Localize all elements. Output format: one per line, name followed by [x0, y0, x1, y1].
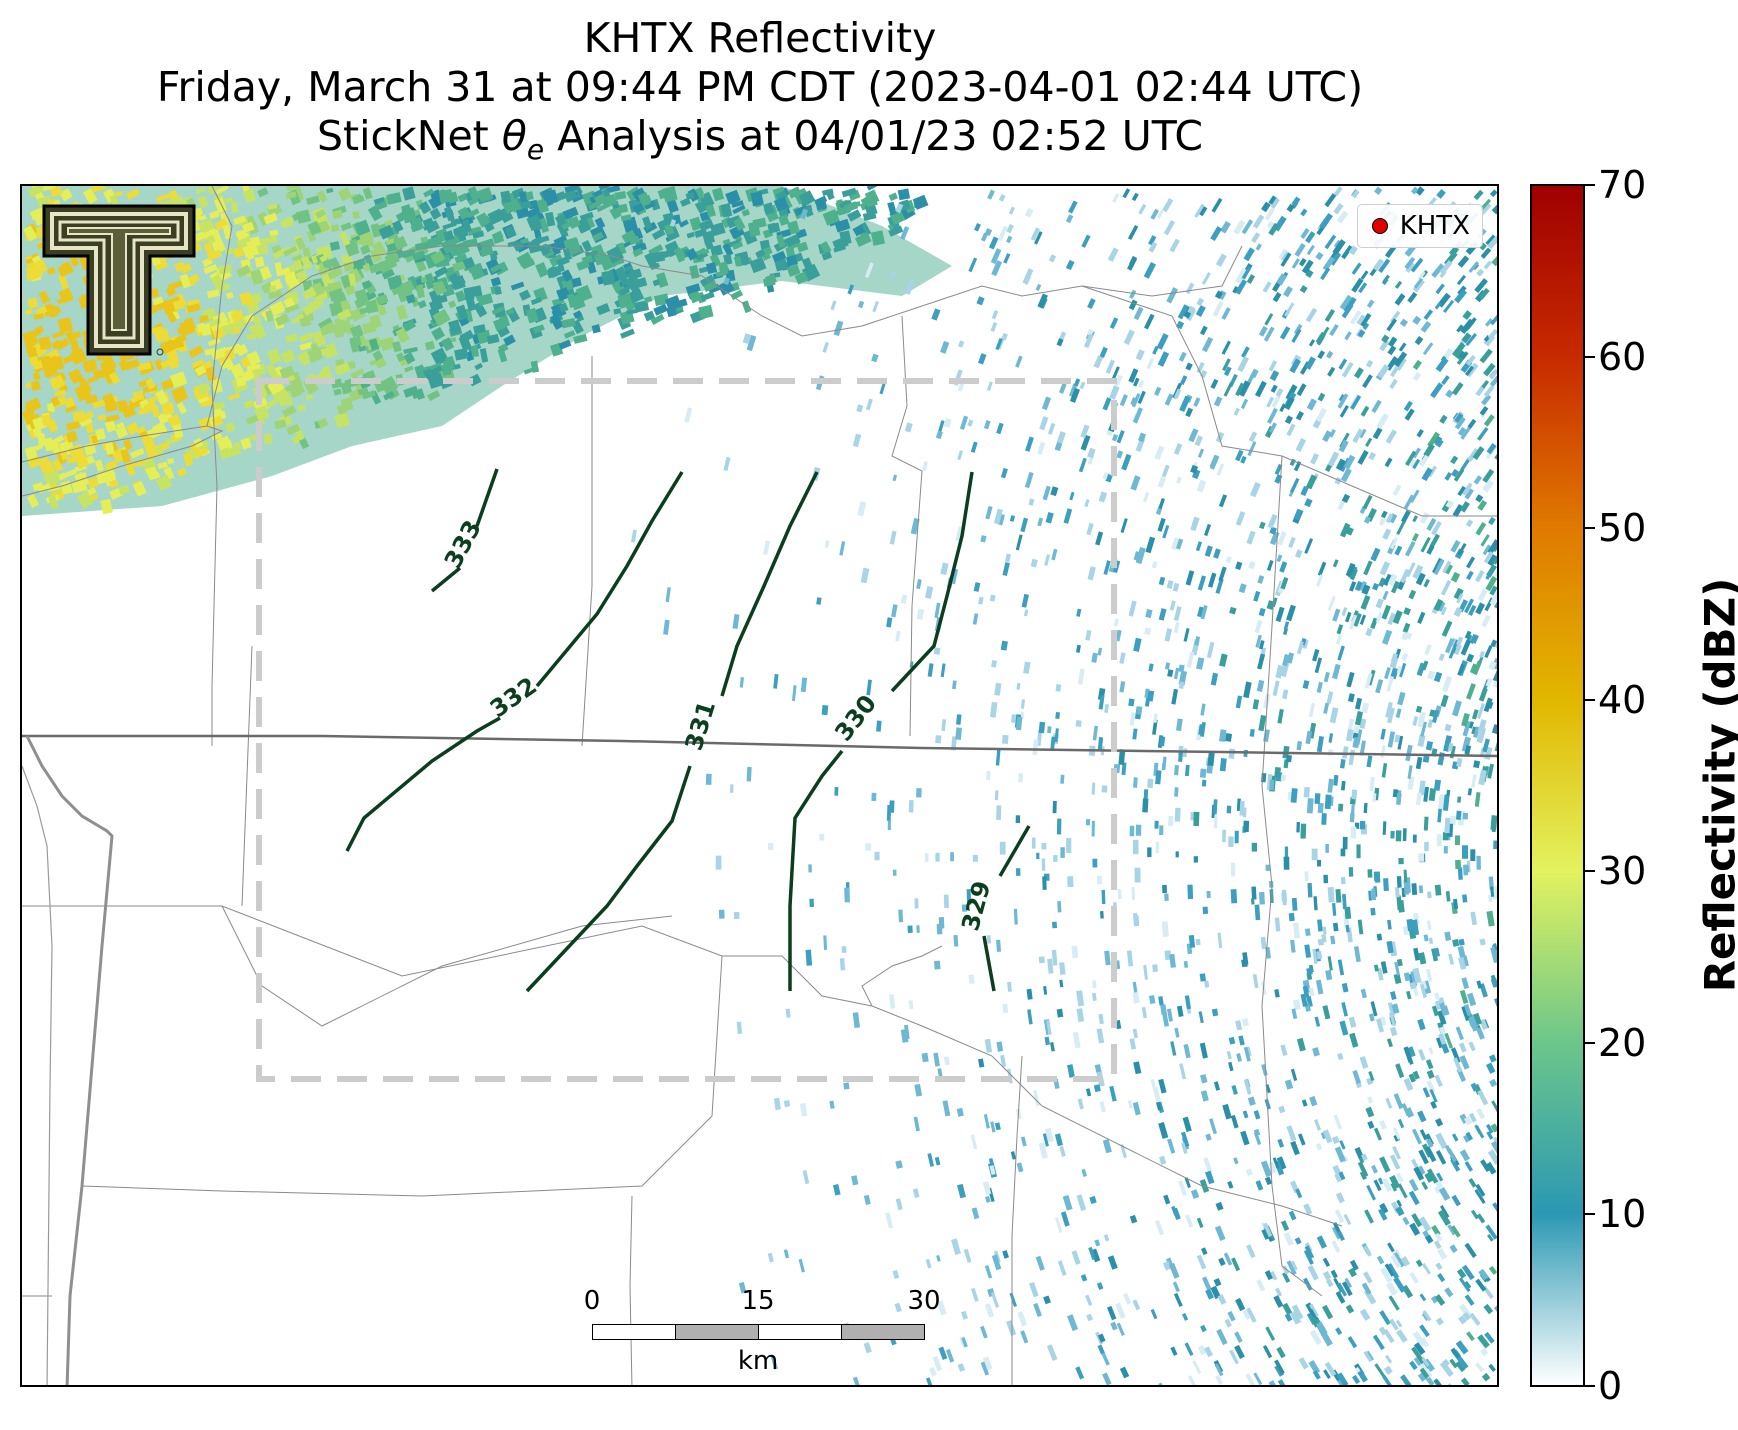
contour-labels: 333 332 331 330 329	[439, 516, 996, 934]
contour-label-329: 329	[956, 878, 996, 934]
scale-segment	[758, 1324, 842, 1340]
contour-label-332: 332	[485, 672, 542, 724]
scale-tick-15: 15	[741, 1286, 775, 1316]
state-border	[22, 734, 1497, 1385]
map-canvas: 333 332 331 330 329	[22, 186, 1497, 1385]
colorbar-tick-mark	[1585, 184, 1595, 186]
theta-e-contours	[345, 468, 1031, 993]
scale-tick-0: 0	[583, 1286, 601, 1316]
county-borders	[22, 186, 1497, 1385]
colorbar-tick-mark	[1585, 870, 1595, 873]
colorbar-tick-label: 10	[1598, 1192, 1647, 1237]
analysis-domain-box	[256, 378, 1117, 1082]
contour-329	[982, 825, 1031, 992]
title-line-2: Friday, March 31 at 09:44 PM CDT (2023-0…	[156, 63, 1364, 111]
map-legend: KHTX	[1356, 204, 1483, 248]
scale-segment	[675, 1324, 759, 1340]
scale-bar: 0 15 30 km	[583, 1286, 941, 1376]
colorbar-tick-mark	[1585, 355, 1595, 358]
contour-332	[345, 471, 684, 852]
title-line-3: StickNet θe Analysis at 04/01/23 02:52 U…	[317, 112, 1203, 167]
contour-label-331: 331	[680, 698, 721, 754]
figure-title: KHTX Reflectivity Friday, March 31 at 09…	[20, 14, 1500, 174]
colorbar-tick-label: 20	[1598, 1020, 1647, 1065]
contour-label-333: 333	[439, 516, 487, 573]
contour-330	[788, 471, 974, 991]
colorbar-tick-mark	[1585, 1385, 1595, 1387]
scale-segment	[592, 1324, 676, 1340]
scale-tick-30: 30	[907, 1286, 941, 1316]
contour-331	[525, 471, 819, 993]
colorbar	[1530, 184, 1585, 1387]
colorbar-tick-label: 60	[1598, 334, 1647, 379]
radar-map[interactable]: 333 332 331 330 329 KHTX 0 15 30 km	[20, 184, 1499, 1387]
colorbar-title: Reflectivity (dBZ)	[1695, 577, 1738, 993]
contour-label-330: 330	[829, 690, 882, 747]
texas-tech-logo	[40, 204, 198, 384]
theta-symbol: θ	[501, 112, 527, 160]
legend-label: KHTX	[1399, 211, 1470, 241]
radar-site-marker-icon	[1371, 218, 1388, 234]
colorbar-tick-label: 30	[1598, 849, 1647, 894]
colorbar-tick-label: 50	[1598, 506, 1647, 551]
colorbar-tick-label: 70	[1598, 163, 1647, 207]
colorbar-tick-mark	[1585, 1041, 1595, 1044]
colorbar-tick-label: 0	[1598, 1364, 1623, 1408]
reflectivity-layer	[22, 186, 1497, 1385]
title-line-1: KHTX Reflectivity	[583, 14, 937, 62]
colorbar-tick-label: 40	[1598, 677, 1647, 722]
scale-segment	[841, 1324, 925, 1340]
colorbar-tick-mark	[1585, 527, 1595, 530]
colorbar-tick-mark	[1585, 1213, 1595, 1216]
colorbar-tick-mark	[1585, 698, 1595, 701]
contour-333	[430, 468, 499, 593]
